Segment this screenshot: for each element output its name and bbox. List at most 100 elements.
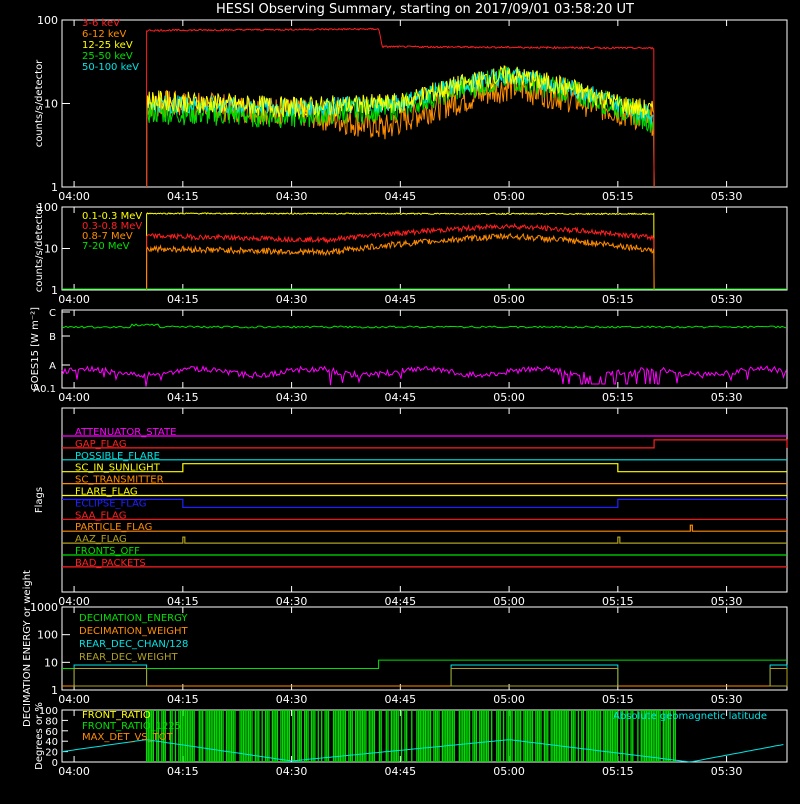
y-tick-label: 100 — [37, 629, 58, 642]
x-tick-label: 04:15 — [167, 391, 199, 404]
x-tick-label: 05:00 — [493, 693, 525, 706]
x-tick-label: 05:00 — [493, 765, 525, 778]
rear-dec-weight-segment — [73, 667, 148, 687]
x-tick-label: 05:15 — [602, 190, 634, 203]
series-2 — [146, 65, 655, 188]
x-tick-label: 05:30 — [711, 391, 743, 404]
x-tick-label: 04:00 — [58, 190, 90, 203]
y-tick-label: 80 — [45, 716, 58, 727]
flag-label: FLARE_FLAG — [75, 487, 138, 498]
y-tick-label: 10 — [44, 98, 58, 111]
x-tick-label: 05:30 — [711, 765, 743, 778]
y-tick-label: B — [49, 332, 56, 343]
y-axis-label: counts/s/detector — [34, 59, 45, 147]
legend-entry: FRONT_RATIO_1225 — [82, 721, 181, 732]
x-tick-label: 05:15 — [602, 693, 634, 706]
series-2 — [146, 232, 655, 291]
panel-frame-decimation — [61, 606, 788, 691]
y-tick-label: 100 — [37, 14, 58, 27]
y-tick-label: 100 — [37, 201, 58, 214]
legend-entry: DECIMATION_ENERGY — [79, 613, 188, 624]
x-tick-label: 05:30 — [711, 693, 743, 706]
y-tick-label: A — [49, 361, 56, 372]
y-tick-label: 60 — [45, 727, 58, 738]
x-tick-label: 05:00 — [493, 595, 525, 608]
x-tick-label: 04:00 — [58, 595, 90, 608]
x-tick-label: 05:00 — [493, 190, 525, 203]
flag-label: SC_IN_SUNLIGHT — [75, 463, 161, 474]
legend-entry: Absolute geomagnetic latitude — [613, 711, 767, 722]
flag-trace — [62, 439, 788, 449]
flag-label: POSSIBLE_FLARE — [75, 451, 160, 462]
flag-label: GAP_FLAG — [75, 439, 127, 450]
y-tick-label: 0 — [52, 758, 58, 769]
x-tick-label: 05:15 — [602, 765, 634, 778]
y-tick-label: A0.1 — [33, 384, 56, 395]
decimation-energy-series — [62, 659, 787, 669]
x-tick-label: 04:30 — [276, 391, 308, 404]
x-tick-label: 04:45 — [384, 765, 416, 778]
x-tick-label: 04:45 — [384, 391, 416, 404]
flag-trace — [62, 536, 787, 544]
flag-label: SC_TRANSMITTER — [75, 475, 164, 486]
x-tick-label: 05:15 — [602, 391, 634, 404]
legend-entry: 7-20 MeV — [82, 241, 130, 252]
x-tick-label: 04:15 — [167, 293, 199, 306]
flag-trace — [62, 498, 787, 508]
legend-entry: 12-25 keV — [82, 40, 133, 51]
y-axis-label: counts/s/detector — [34, 204, 45, 292]
x-tick-label: 04:45 — [384, 693, 416, 706]
flag-label: PARTICLE_FLAG — [75, 522, 152, 533]
y-axis-label: DECIMATION ENERGY or weight — [22, 570, 33, 727]
x-tick-label: 04:30 — [276, 595, 308, 608]
x-tick-label: 05:30 — [711, 293, 743, 306]
x-tick-label: 04:30 — [276, 190, 308, 203]
panel-frame-goes — [61, 309, 788, 389]
rear-dec-weight-segment — [450, 667, 619, 687]
flag-label: SAA_FLAG — [75, 510, 126, 521]
flag-label: ATTENUATOR_STATE — [75, 427, 176, 438]
x-tick-label: 04:15 — [167, 190, 199, 203]
y-axis-label: Degrees or % — [34, 702, 45, 770]
legend-entry: FRONT_RATIO — [82, 710, 151, 721]
legend-entry: 0.1-0.3 MeV — [82, 211, 142, 222]
y-tick-label: 1 — [51, 284, 58, 297]
flag-label: AAZ_FLAG — [75, 534, 127, 545]
goes-short-series — [61, 364, 787, 387]
y-tick-label: 40 — [45, 737, 58, 748]
legend-entry: 3-6 keV — [82, 18, 120, 29]
flag-label: FRONTS_OFF — [75, 546, 140, 557]
x-tick-label: 04:15 — [167, 595, 199, 608]
x-tick-label: 04:15 — [167, 693, 199, 706]
y-axis-label: Flags — [34, 487, 45, 513]
series-1 — [146, 73, 655, 188]
series-0 — [146, 212, 655, 291]
x-tick-label: 05:30 — [711, 595, 743, 608]
x-tick-label: 04:00 — [58, 693, 90, 706]
legend-entry: 0.3-0.8 MeV — [82, 221, 142, 232]
x-tick-label: 05:00 — [493, 293, 525, 306]
flag-trace — [62, 463, 787, 473]
x-tick-label: 05:15 — [602, 293, 634, 306]
legend-entry: 25-50 keV — [82, 51, 133, 62]
rear-dec-weight-segment — [769, 667, 788, 687]
legend-entry: 0.8-7 MeV — [82, 231, 133, 242]
x-tick-label: 04:00 — [58, 765, 90, 778]
chart-title: HESSI Observing Summary, starting on 201… — [216, 2, 634, 17]
flag-label: BAD_PACKETS — [75, 558, 146, 569]
x-tick-label: 04:30 — [276, 765, 308, 778]
x-tick-label: 04:00 — [58, 391, 90, 404]
x-tick-label: 04:30 — [276, 693, 308, 706]
x-tick-label: 04:30 — [276, 293, 308, 306]
legend-entry: REAR_DEC_WEIGHT — [79, 652, 178, 663]
y-tick-label: 10 — [44, 243, 58, 256]
y-tick-label: 1 — [51, 684, 58, 697]
legend-entry: MAX_DET_VS_TOT — [82, 732, 174, 743]
x-tick-label: 04:00 — [58, 293, 90, 306]
series-0 — [146, 27, 655, 188]
panel-frame-ratio — [61, 709, 788, 763]
x-tick-label: 05:15 — [602, 595, 634, 608]
x-tick-label: 05:00 — [493, 391, 525, 404]
